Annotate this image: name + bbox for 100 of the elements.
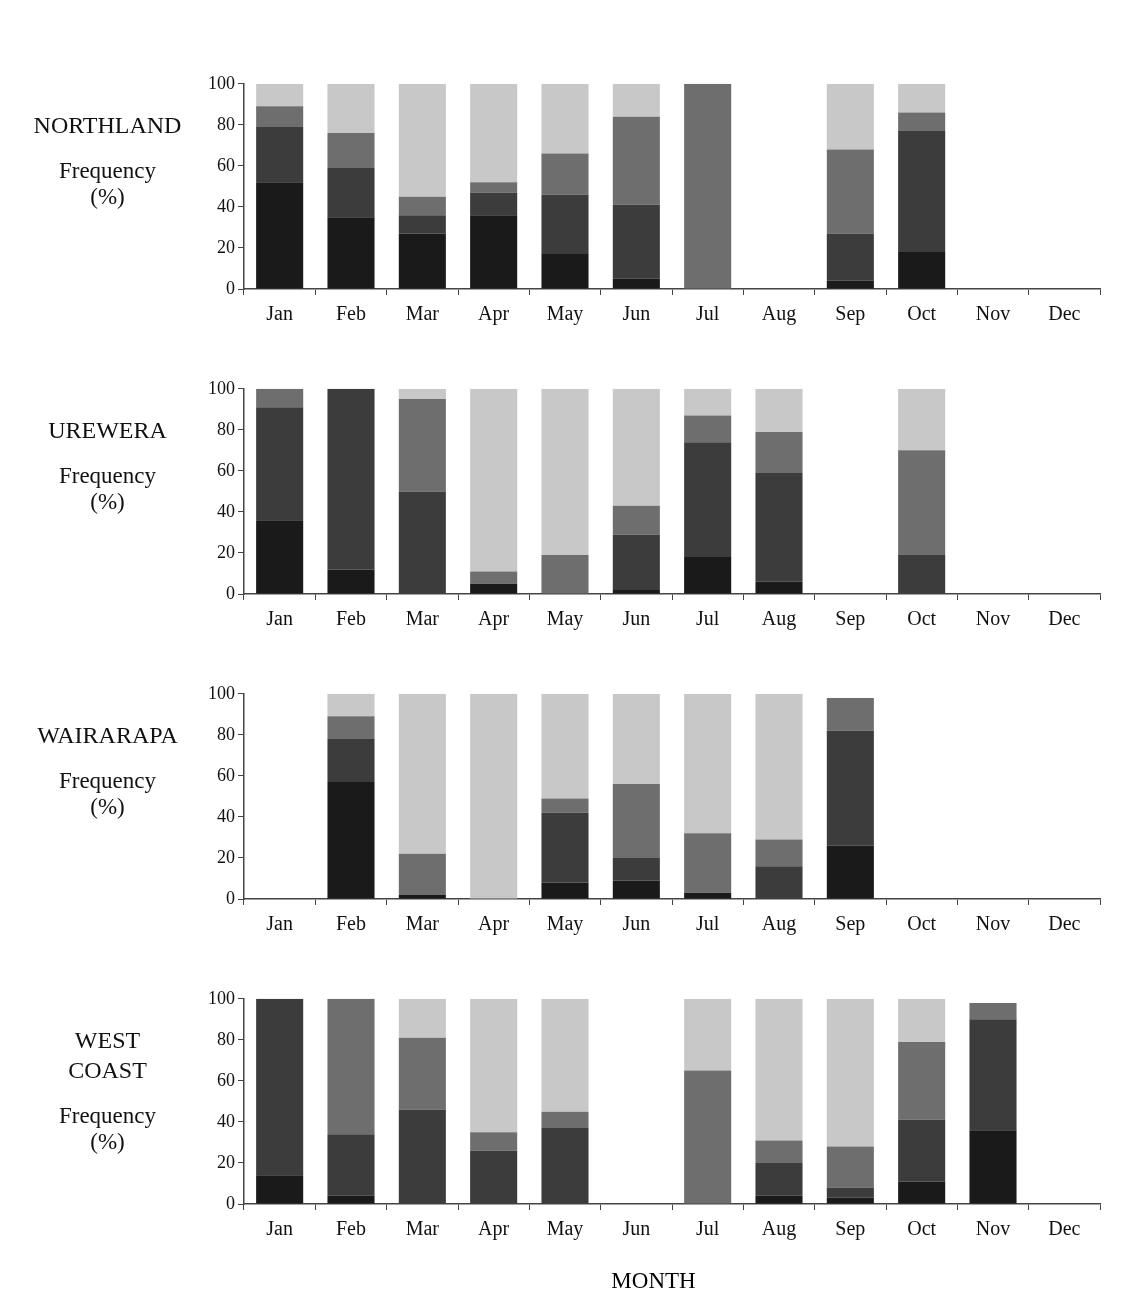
- x-tick-label: Aug: [761, 302, 797, 326]
- bar: [398, 215, 446, 234]
- bar: [612, 534, 660, 590]
- y-tick-label: 0: [226, 277, 235, 298]
- bar: [327, 782, 375, 899]
- bar: [398, 399, 446, 492]
- bar: [541, 194, 589, 255]
- bar: [256, 407, 304, 521]
- x-tick-label: Feb: [336, 607, 366, 630]
- x-tick-label: Feb: [336, 1217, 366, 1240]
- bar: [612, 589, 660, 594]
- bar: [256, 520, 304, 594]
- bar: [755, 1195, 803, 1204]
- x-tick-label: Nov: [975, 1217, 1011, 1240]
- x-tick-label: May: [546, 1217, 584, 1241]
- bar: [398, 83, 446, 197]
- bar: [684, 557, 732, 594]
- bar: [898, 1041, 946, 1120]
- bar: [898, 252, 946, 289]
- x-tick-label: Mar: [405, 912, 440, 935]
- bar: [541, 1111, 589, 1129]
- y-tick-label: 0: [226, 887, 235, 908]
- y-tick-label: 40: [217, 500, 235, 521]
- bar: [898, 83, 946, 113]
- x-tick-label: Sep: [835, 912, 866, 936]
- y-tick-label: 80: [217, 418, 235, 439]
- bar: [470, 571, 518, 584]
- bar: [898, 1181, 946, 1204]
- y-tick-label: 0: [226, 582, 235, 603]
- y-axis-title: Frequency (%): [57, 463, 158, 515]
- bar: [327, 1134, 375, 1196]
- bar: [327, 167, 375, 218]
- bar: [398, 894, 446, 899]
- x-tick-label: Dec: [1048, 912, 1081, 935]
- bar: [612, 505, 660, 535]
- y-tick-label: 60: [217, 764, 235, 785]
- y-axis-title: Frequency (%): [57, 1103, 158, 1155]
- y-tick-label: 100: [208, 682, 235, 703]
- x-tick-label: Oct: [907, 607, 937, 630]
- bar: [684, 388, 732, 416]
- y-tick-label: 40: [217, 1110, 235, 1131]
- bar: [541, 882, 589, 899]
- x-tick-label: Mar: [405, 607, 440, 630]
- bar: [470, 693, 518, 899]
- bar: [327, 569, 375, 594]
- bar: [541, 254, 589, 289]
- x-tick-label: Dec: [1048, 1217, 1081, 1240]
- x-tick-label: Nov: [975, 607, 1011, 630]
- y-tick-label: 80: [217, 723, 235, 744]
- bar: [541, 153, 589, 195]
- bar: [612, 116, 660, 205]
- x-axis-title: MONTH: [610, 1268, 697, 1294]
- bar: [398, 196, 446, 216]
- bar: [612, 204, 660, 279]
- bar: [541, 555, 589, 594]
- x-tick-label: Oct: [907, 912, 937, 935]
- bar: [256, 106, 304, 127]
- y-tick-label: 0: [226, 1192, 235, 1213]
- bar: [755, 431, 803, 473]
- x-tick-label: Jan: [266, 302, 293, 325]
- bar: [470, 583, 518, 594]
- y-tick-label: 60: [217, 154, 235, 175]
- x-tick-label: Aug: [761, 1217, 797, 1241]
- bar: [684, 693, 732, 834]
- bar: [327, 217, 375, 289]
- bar: [826, 998, 874, 1147]
- bar: [898, 131, 946, 253]
- x-tick-label: Dec: [1048, 302, 1081, 325]
- bar: [755, 1140, 803, 1163]
- x-tick-label: May: [546, 607, 584, 631]
- bar: [470, 182, 518, 193]
- bar: [541, 798, 589, 813]
- y-tick-label: 20: [217, 541, 235, 562]
- bar: [826, 845, 874, 899]
- bar: [898, 450, 946, 556]
- x-tick-label: Jun: [622, 302, 651, 325]
- x-tick-label: Apr: [478, 1217, 510, 1241]
- bar: [256, 126, 304, 183]
- bar: [826, 697, 874, 731]
- x-tick-label: Sep: [835, 1217, 866, 1241]
- bar: [470, 192, 518, 216]
- bar: [826, 1197, 874, 1204]
- bar: [541, 693, 589, 799]
- bar: [541, 83, 589, 154]
- y-tick-label: 100: [208, 72, 235, 93]
- bar: [612, 388, 660, 506]
- bar: [684, 833, 732, 893]
- bar: [541, 388, 589, 556]
- x-tick-label: May: [546, 912, 584, 936]
- text: WAIRARAPA: [36, 721, 179, 750]
- bar: [755, 472, 803, 582]
- x-tick-label: Jun: [622, 1217, 651, 1240]
- y-axis-title: Frequency (%): [57, 768, 158, 820]
- bar: [398, 853, 446, 895]
- x-tick-label: Jul: [695, 302, 720, 325]
- x-tick-label: Oct: [907, 302, 937, 325]
- x-tick-label: Jul: [695, 607, 720, 630]
- y-tick-label: 80: [217, 1028, 235, 1049]
- bar: [541, 812, 589, 883]
- bar: [898, 998, 946, 1042]
